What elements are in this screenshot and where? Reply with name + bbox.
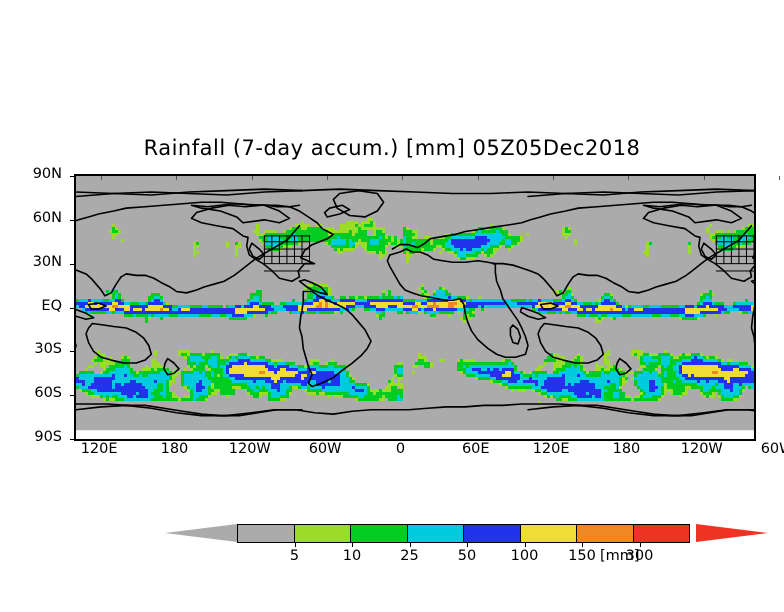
y-axis-tick: [70, 307, 76, 309]
y-axis-tick: [70, 263, 76, 265]
x-axis-tick: [477, 176, 479, 180]
page-title: Rainfall (7-day accum.) [mm] 05Z05Dec201…: [143, 136, 641, 160]
map-panel: [70, 174, 781, 441]
x-axis-label: 120W: [680, 441, 723, 457]
y-axis-label: 60S: [34, 385, 62, 402]
colorbar-unit-label: [mm]: [600, 548, 640, 564]
x-axis-tick: [101, 176, 103, 180]
colorbar-tick-label: 10: [342, 548, 362, 564]
colorbar-tick: [639, 543, 641, 547]
y-axis-tick: [70, 176, 76, 177]
x-axis-label: 120E: [80, 441, 118, 457]
colorbar-segment: [406, 524, 464, 543]
colorbar-tick: [467, 543, 468, 547]
colorbar-tick-label: 150: [568, 548, 596, 564]
colorbar-tick-label: 300: [625, 548, 654, 564]
colorbar-segment: [237, 524, 295, 543]
x-axis-label: 60W: [760, 441, 784, 457]
x-axis-tick: [628, 176, 630, 180]
colorbar-segment: [519, 524, 577, 543]
colorbar-tick: [409, 543, 411, 547]
y-axis-tick: [70, 395, 76, 397]
y-axis-label: 60N: [32, 209, 62, 226]
y-axis-label: EQ: [41, 297, 62, 314]
y-axis-label: 90S: [34, 429, 62, 445]
x-axis-tick: [402, 176, 404, 180]
x-axis-label: 120E: [532, 441, 570, 457]
colorbar-segment: [293, 524, 351, 543]
colorbar-segment: [632, 524, 690, 543]
colorbar-segment: [576, 524, 634, 543]
colorbar: 5 10 25 50 100 150 300 [mm]: [0, 515, 784, 575]
colorbar-cap-high: [696, 524, 768, 542]
y-axis-tick: [70, 351, 76, 353]
x-axis-tick: [327, 176, 329, 180]
colorbar-tick-label: 50: [457, 548, 477, 564]
colorbar-tick: [352, 543, 353, 547]
y-axis-tick: [70, 219, 76, 221]
x-axis-label: 120W: [228, 441, 271, 457]
colorbar-segment: [350, 524, 408, 543]
y-axis-tick: [70, 439, 76, 440]
colorbar-tick: [582, 543, 583, 547]
rainfall-map-canvas: [76, 176, 754, 439]
x-axis-tick: [251, 176, 253, 180]
colorbar-tick: [524, 543, 526, 547]
colorbar-segments: [237, 524, 690, 543]
x-axis-label: 180: [160, 441, 189, 457]
x-axis-label: 60E: [461, 441, 490, 457]
y-axis-label: 30S: [34, 341, 62, 358]
colorbar-tick-label: 5: [289, 548, 300, 564]
colorbar-tick-label: 25: [400, 548, 419, 564]
x-axis-tick: [176, 176, 178, 180]
x-axis-tick: [553, 176, 555, 180]
x-axis-tick: [779, 176, 781, 180]
colorbar-tick: [294, 543, 296, 547]
x-axis-label: 0: [395, 441, 406, 457]
colorbar-tick-label: 100: [510, 548, 539, 564]
x-axis-label: 180: [612, 441, 641, 457]
x-axis-label: 60W: [308, 441, 342, 457]
y-axis-label: 90N: [32, 166, 62, 182]
x-axis-tick: [703, 176, 705, 180]
y-axis-label: 30N: [32, 253, 62, 270]
colorbar-cap-low: [165, 524, 237, 542]
colorbar-segment: [463, 524, 521, 543]
